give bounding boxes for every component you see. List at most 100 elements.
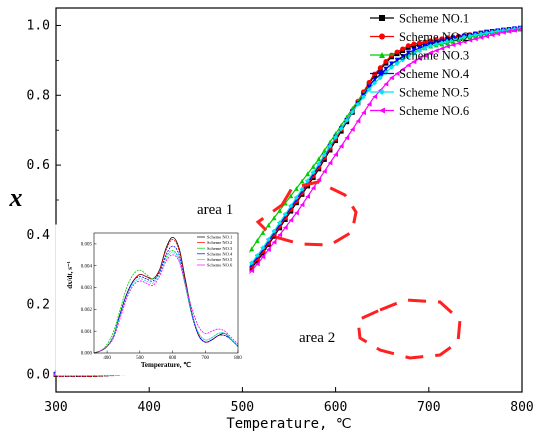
series-point-6 — [288, 217, 294, 223]
main-legend: Scheme NO.1 Scheme NO.2 Scheme NO.3 Scheme … — [370, 12, 470, 118]
series-point-5 — [484, 30, 489, 36]
legend-item-4: Scheme NO.4 — [370, 67, 470, 81]
series-point-2 — [394, 49, 400, 55]
series-point-3 — [254, 238, 260, 243]
inset-series-line-6 — [93, 254, 239, 354]
series-point-5 — [349, 109, 355, 115]
series-point-4 — [417, 45, 422, 51]
series-point-5 — [394, 61, 400, 67]
series-point-6 — [461, 39, 467, 45]
series-point-6 — [333, 152, 338, 158]
x-tick-label: 300 — [44, 400, 67, 415]
inset-legend-label: Scheme NO.3 — [207, 246, 233, 251]
legend-item-5: Scheme NO.5 — [370, 86, 469, 100]
inset-y-tick-label: 0.004 — [81, 264, 93, 269]
series-point-5 — [405, 53, 411, 59]
series-point-3 — [305, 171, 311, 177]
series-point-6 — [417, 56, 422, 62]
series-point-6 — [316, 177, 322, 183]
series-point-4 — [366, 84, 372, 90]
series-point-6 — [394, 71, 400, 77]
y-axis-title: x — [9, 183, 23, 212]
series-point-6 — [338, 143, 344, 149]
series-point-6 — [428, 50, 434, 56]
series-point-6 — [310, 185, 316, 191]
series-point-6 — [450, 42, 456, 48]
series-point-5 — [344, 118, 350, 123]
series-point-4 — [389, 61, 394, 67]
main-x-ticks: 300 400 500 600 700 800 — [44, 387, 534, 415]
series-point-6 — [512, 27, 517, 33]
y-tick-label: 0.8 — [27, 88, 50, 103]
series-point-6 — [266, 247, 271, 252]
series-point-3 — [288, 193, 294, 199]
area-1-label: area 1 — [197, 202, 233, 218]
inset-background — [55, 224, 250, 376]
series-point-6 — [366, 101, 372, 107]
series-point-5 — [445, 38, 450, 44]
inset-y-tick-label: 0.003 — [81, 286, 93, 291]
inset-legend-item-4: Scheme NO.4 — [197, 251, 233, 256]
series-point-6 — [495, 31, 501, 37]
legend-marker — [379, 70, 385, 77]
series-point-5 — [450, 37, 456, 43]
inset-y-tick-label: 0.000 — [81, 352, 93, 357]
series-point-2 — [417, 40, 422, 46]
series-point-5 — [473, 32, 478, 38]
series-point-5 — [266, 237, 271, 242]
series-point-2 — [366, 79, 372, 85]
y-tick-label: 0.4 — [27, 228, 51, 243]
inset-legend-item-5: Scheme NO.5 — [197, 257, 233, 262]
series-point-6 — [249, 268, 255, 274]
series-point-4 — [400, 54, 406, 59]
series-point-5 — [422, 45, 428, 51]
inset-legend-label: Scheme NO.6 — [207, 263, 233, 268]
legend-marker — [379, 33, 385, 40]
legend-item-1: Scheme NO.1 — [370, 12, 469, 26]
x-tick-label: 700 — [417, 400, 440, 415]
series-point-6 — [349, 127, 355, 132]
series-point-3 — [322, 148, 327, 153]
inset-series-line-3 — [93, 250, 239, 354]
series-point-6 — [478, 35, 484, 40]
inset-legend-label: Scheme NO.5 — [207, 257, 233, 262]
legend-item-2: Scheme NO.2 — [370, 30, 469, 44]
inset-legend-label: Scheme NO.1 — [207, 235, 232, 240]
series-point-6 — [383, 81, 389, 87]
series-point-6 — [489, 32, 495, 38]
inset-legend-item-3: Scheme NO.3 — [197, 246, 233, 251]
legend-label: Scheme NO.2 — [399, 30, 469, 44]
series-point-6 — [271, 239, 277, 245]
series-point-3 — [249, 246, 255, 252]
series-point-3 — [266, 222, 271, 228]
series-point-4 — [411, 47, 417, 53]
series-point-6 — [299, 202, 305, 208]
series-point-5 — [478, 31, 484, 37]
series-point-2 — [422, 39, 428, 45]
legend-label: Scheme NO.5 — [399, 86, 469, 100]
area-2-ellipse — [356, 298, 462, 360]
x-tick-label: 500 — [231, 400, 254, 415]
series-point-6 — [372, 94, 378, 100]
inset-x-tick-label: 500 — [136, 356, 144, 361]
series-point-2 — [411, 41, 417, 47]
series-point-5 — [417, 48, 422, 54]
series-point-5 — [254, 253, 260, 258]
series-point-5 — [282, 211, 288, 217]
series-point-4 — [383, 66, 389, 72]
inset-legend-label: Scheme NO.2 — [207, 240, 232, 245]
inset-y-tick-label: 0.005 — [81, 243, 93, 248]
inset-frame — [93, 232, 239, 354]
series-point-5 — [338, 126, 344, 132]
inset-y-tick-label: 0.002 — [81, 308, 93, 313]
legend-marker — [379, 89, 385, 95]
series-point-6 — [467, 37, 473, 43]
inset-y-ticks: 0.000 0.001 0.002 0.003 0.004 0.005 — [81, 243, 97, 357]
series-point-6 — [400, 67, 406, 72]
series-point-5 — [260, 245, 266, 251]
series-point-6 — [473, 36, 478, 42]
series-point-6 — [445, 44, 450, 49]
series-point-6 — [506, 28, 512, 34]
